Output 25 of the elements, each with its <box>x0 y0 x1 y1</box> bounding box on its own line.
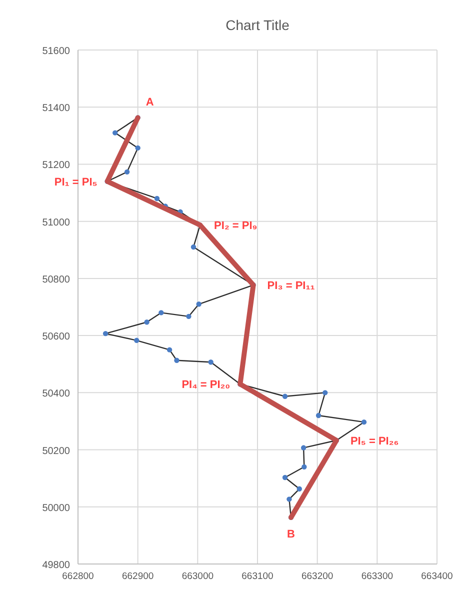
y-tick-label: 51600 <box>42 46 70 57</box>
x-tick-label: 663200 <box>301 571 334 582</box>
y-tick-label: 51400 <box>42 103 70 114</box>
y-tick-label: 50800 <box>42 274 70 286</box>
annotation: A <box>146 96 154 109</box>
y-tick-label: 49800 <box>42 560 70 571</box>
y-tick-label: 50600 <box>42 332 70 343</box>
chart-title: Chart Title <box>226 17 290 33</box>
annotation: PI₂ = PI₉ <box>214 220 258 232</box>
y-tick-label: 51000 <box>42 217 70 228</box>
x-tick-label: 662800 <box>62 571 94 582</box>
y-tick-label: 51200 <box>42 160 70 172</box>
annotation: PI₃ = PI₁₁ <box>267 280 316 292</box>
x-tick-label: 663400 <box>421 571 453 582</box>
y-tick-label: 50000 <box>42 502 70 514</box>
annotation: PI₁ = PI₅ <box>54 176 98 188</box>
y-tick-label: 50200 <box>42 446 70 457</box>
x-tick-label: 663300 <box>361 571 394 582</box>
y-tick-label: 50400 <box>42 388 70 400</box>
x-tick-label: 662900 <box>122 571 154 582</box>
x-tick-label: 663000 <box>182 571 214 582</box>
annotation: PI₅ = PI₂₆ <box>350 435 399 448</box>
annotation: B <box>287 528 296 540</box>
annotation: PI₄ = PI₂₀ <box>182 379 230 392</box>
x-tick-label: 663100 <box>242 571 274 582</box>
